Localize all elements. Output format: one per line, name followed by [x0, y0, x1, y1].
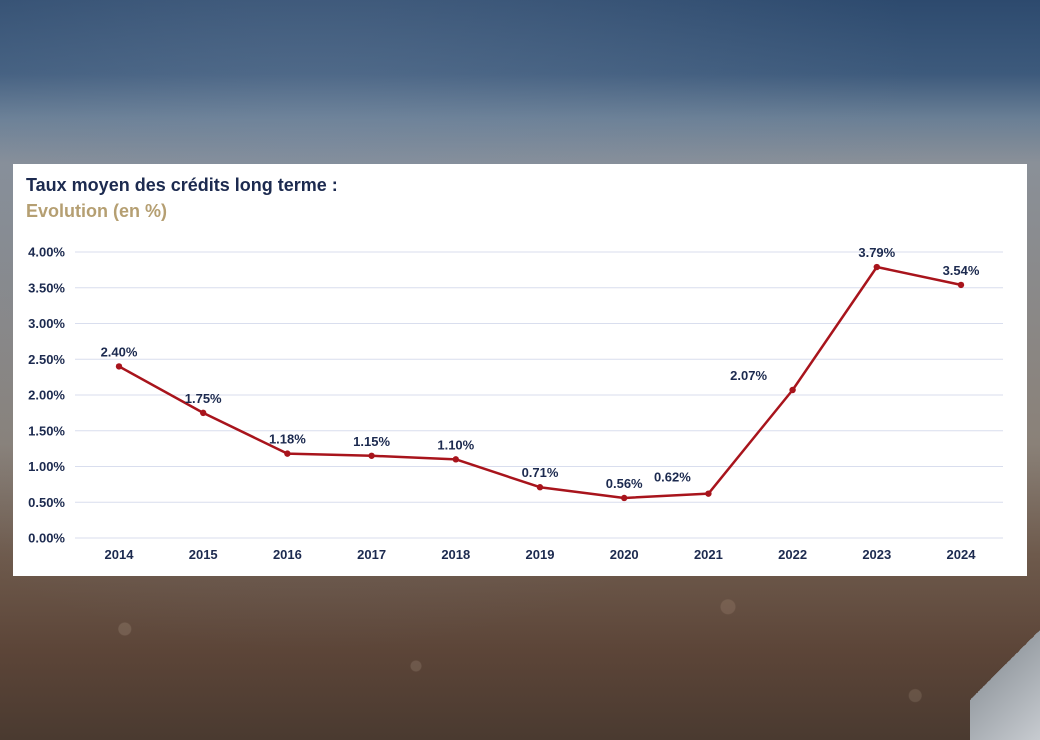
x-tick-label: 2022: [778, 547, 807, 562]
data-point: [873, 263, 880, 271]
x-tick-label: 2023: [862, 547, 891, 562]
data-label: 2.07%: [730, 368, 767, 383]
data-label: 1.75%: [185, 391, 222, 406]
chart-subtitle: Evolution (en %): [26, 201, 167, 221]
data-point: [200, 409, 207, 417]
x-tick-label: 2018: [441, 547, 470, 562]
data-label: 1.10%: [437, 437, 474, 452]
data-point: [621, 494, 628, 502]
data-point: [536, 484, 544, 491]
data-label: 0.62%: [654, 470, 691, 485]
data-point: [368, 452, 375, 459]
data-label: 1.15%: [353, 434, 390, 449]
data-label: 0.56%: [606, 476, 643, 491]
y-tick-label: 3.50%: [28, 280, 65, 295]
x-tick-label: 2020: [610, 547, 639, 562]
data-label: 3.54%: [943, 263, 980, 278]
x-tick-label: 2016: [273, 547, 302, 562]
data-label: 3.79%: [858, 245, 895, 260]
x-tick-label: 2017: [357, 547, 386, 562]
y-tick-label: 2.00%: [28, 388, 65, 403]
y-tick-label: 1.00%: [28, 459, 65, 474]
x-tick-label: 2021: [694, 547, 723, 562]
line-chart: 0.00% 0.50% 1.00% 1.50% 2.00% 2.50% 3.00% 3.50%…: [28, 245, 1003, 562]
data-point: [452, 456, 459, 463]
chart-panel: Taux moyen des crédits long terme : Evol…: [13, 164, 1027, 576]
y-tick-label: 1.50%: [28, 423, 65, 438]
y-tick-label: 3.00%: [28, 316, 65, 331]
airplane-wing: [970, 590, 1040, 740]
data-point: [115, 363, 123, 370]
series-line: [118, 265, 962, 500]
data-point: [789, 386, 796, 394]
y-tick-label: 0.50%: [28, 495, 65, 510]
data-label: 2.40%: [101, 344, 138, 359]
data-label: 1.18%: [269, 432, 306, 447]
data-point: [705, 490, 712, 497]
chart-title: Taux moyen des crédits long terme :: [26, 175, 338, 195]
x-tick-label: 2014: [105, 547, 135, 562]
data-label: 0.71%: [522, 465, 559, 480]
data-point: [284, 450, 291, 457]
x-tick-label: 2024: [947, 547, 977, 562]
data-point: [957, 281, 965, 289]
x-tick-label: 2015: [189, 547, 218, 562]
y-tick-label: 0.00%: [28, 531, 65, 546]
y-tick-label: 2.50%: [28, 352, 65, 367]
y-tick-label: 4.00%: [28, 245, 65, 260]
x-tick-label: 2019: [526, 547, 555, 562]
